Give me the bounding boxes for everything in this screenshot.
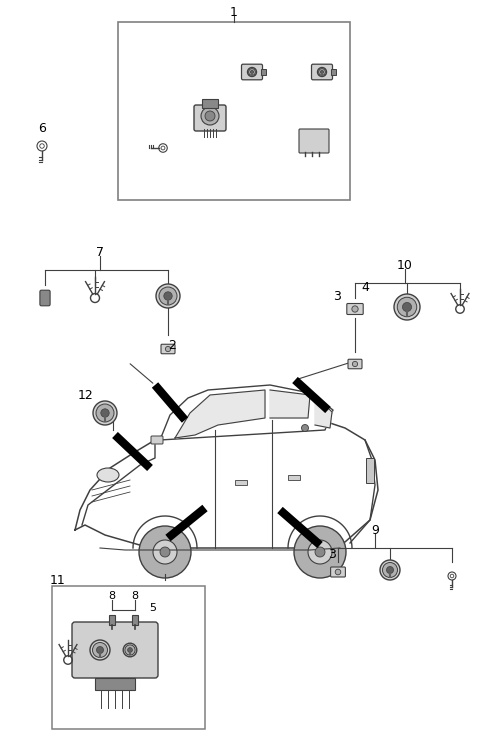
Circle shape xyxy=(160,547,170,557)
Polygon shape xyxy=(315,395,332,428)
Circle shape xyxy=(123,643,137,657)
Circle shape xyxy=(249,68,255,76)
Circle shape xyxy=(335,569,341,575)
Circle shape xyxy=(101,409,109,417)
Circle shape xyxy=(90,640,110,660)
FancyBboxPatch shape xyxy=(347,304,363,315)
Circle shape xyxy=(159,287,177,305)
FancyBboxPatch shape xyxy=(299,129,329,153)
Text: 3: 3 xyxy=(328,548,336,561)
Polygon shape xyxy=(270,390,310,418)
Circle shape xyxy=(321,71,324,74)
FancyBboxPatch shape xyxy=(331,567,346,577)
Bar xyxy=(331,69,336,75)
Polygon shape xyxy=(75,415,378,548)
Circle shape xyxy=(315,547,325,557)
Bar xyxy=(261,69,266,75)
Text: 4: 4 xyxy=(361,281,369,293)
Bar xyxy=(118,22,350,200)
Text: 10: 10 xyxy=(397,259,413,271)
Circle shape xyxy=(125,645,135,655)
Text: 2: 2 xyxy=(168,339,176,351)
FancyBboxPatch shape xyxy=(109,615,115,625)
Text: 1: 1 xyxy=(230,5,238,18)
Circle shape xyxy=(319,68,325,76)
Circle shape xyxy=(386,567,394,573)
Text: 8: 8 xyxy=(132,591,139,601)
Bar xyxy=(288,475,300,480)
Circle shape xyxy=(383,562,397,578)
Circle shape xyxy=(139,526,191,578)
Circle shape xyxy=(301,425,309,431)
Circle shape xyxy=(248,68,256,76)
Circle shape xyxy=(164,292,172,300)
Circle shape xyxy=(352,306,358,312)
FancyBboxPatch shape xyxy=(151,436,163,444)
Text: 7: 7 xyxy=(96,245,104,259)
Polygon shape xyxy=(160,385,333,440)
Circle shape xyxy=(96,647,104,653)
Circle shape xyxy=(93,401,117,425)
Circle shape xyxy=(166,346,170,351)
FancyBboxPatch shape xyxy=(72,622,158,678)
Circle shape xyxy=(352,362,358,367)
FancyBboxPatch shape xyxy=(312,64,333,80)
Bar xyxy=(235,480,247,485)
Bar xyxy=(52,586,205,729)
Circle shape xyxy=(128,648,132,653)
Text: 11: 11 xyxy=(50,573,66,587)
Bar xyxy=(366,458,374,483)
Bar xyxy=(202,99,218,108)
Circle shape xyxy=(251,71,253,74)
FancyBboxPatch shape xyxy=(194,105,226,131)
Text: 8: 8 xyxy=(108,591,116,601)
Circle shape xyxy=(380,560,400,580)
Circle shape xyxy=(96,404,114,422)
FancyBboxPatch shape xyxy=(161,344,175,354)
Circle shape xyxy=(294,526,346,578)
Circle shape xyxy=(201,107,219,125)
Circle shape xyxy=(153,540,177,564)
Circle shape xyxy=(308,540,332,564)
FancyBboxPatch shape xyxy=(132,615,138,625)
Text: 6: 6 xyxy=(38,121,46,135)
Circle shape xyxy=(402,302,411,312)
Circle shape xyxy=(205,111,215,121)
Circle shape xyxy=(397,297,417,317)
Polygon shape xyxy=(175,390,265,438)
Bar xyxy=(95,678,135,690)
Circle shape xyxy=(156,284,180,308)
Circle shape xyxy=(317,68,326,76)
FancyBboxPatch shape xyxy=(241,64,263,80)
Circle shape xyxy=(93,642,108,658)
FancyBboxPatch shape xyxy=(348,359,362,369)
Ellipse shape xyxy=(97,468,119,482)
Circle shape xyxy=(394,294,420,320)
Text: 5: 5 xyxy=(149,603,156,613)
Text: 9: 9 xyxy=(371,523,379,537)
Text: 12: 12 xyxy=(78,389,94,401)
Text: 3: 3 xyxy=(333,290,341,303)
FancyBboxPatch shape xyxy=(40,290,50,306)
